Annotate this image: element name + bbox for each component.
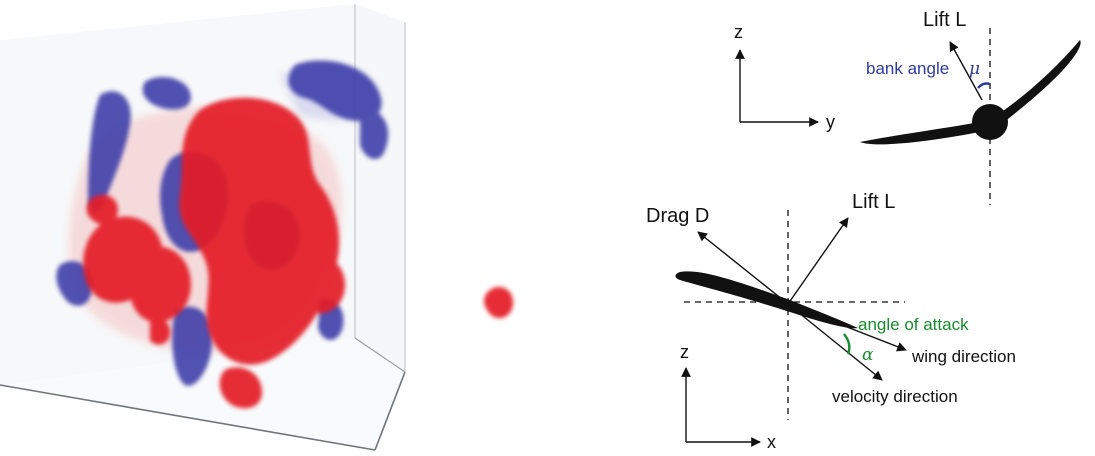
wing-direction-label: wing direction <box>911 347 1016 366</box>
angle-of-attack-symbol: α <box>862 345 874 365</box>
velocity-direction-label: velocity direction <box>832 387 958 406</box>
wing-direction-arrow <box>787 303 907 352</box>
front-z-axis-label: z <box>734 22 743 42</box>
bank-angle-label: bank angle <box>866 59 949 78</box>
vorticity-volume-render <box>0 4 514 451</box>
bird-front-silhouette <box>860 40 1081 145</box>
front-lift-label: Lift L <box>923 9 966 31</box>
bank-angle-symbol: μ <box>969 59 980 79</box>
side-view-axes: z x <box>680 342 776 452</box>
angle-of-attack-arc <box>843 333 851 355</box>
negative-vortex-structures <box>56 60 389 386</box>
positive-vortex-structures <box>83 97 514 409</box>
bank-angle-arc <box>977 82 991 89</box>
bird-body <box>972 104 1008 140</box>
side-view-diagram: Drag D Lift L angle of attack α wing dir… <box>646 191 1016 452</box>
drag-label: Drag D <box>646 205 709 227</box>
drag-arrow <box>697 231 789 305</box>
wing-airfoil <box>675 271 858 329</box>
angle-of-attack-label: angle of attack <box>858 315 969 334</box>
front-y-axis-label: y <box>826 112 835 132</box>
velocity-direction-arrow <box>787 303 883 381</box>
front-view-diagram: z y Lift L bank angle μ <box>734 9 1081 205</box>
front-view-axes: z y <box>734 22 835 132</box>
side-lift-arrow <box>787 217 849 305</box>
side-lift-label: Lift L <box>852 191 895 213</box>
side-z-axis-label: z <box>680 342 689 362</box>
front-lift-arrow <box>949 41 983 101</box>
side-x-axis-label: x <box>767 432 776 452</box>
